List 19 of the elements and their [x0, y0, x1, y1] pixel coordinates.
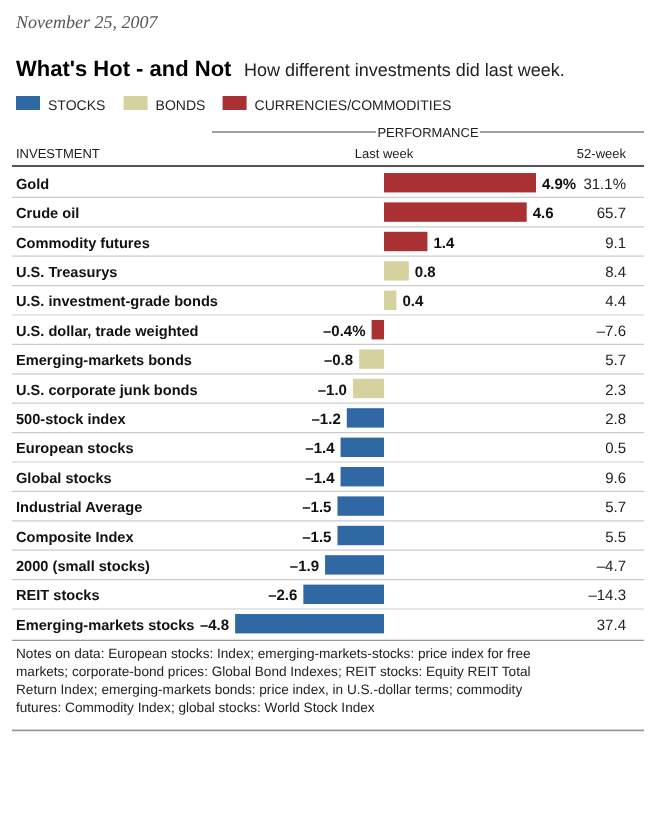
bar [235, 614, 384, 634]
chart-title: What's Hot - and Not [16, 58, 233, 82]
bar [371, 320, 384, 340]
bar [352, 378, 384, 399]
bar [337, 496, 384, 516]
bar [384, 231, 428, 252]
bar [340, 437, 384, 457]
bar [384, 261, 409, 281]
bar [384, 202, 527, 222]
bar [303, 584, 384, 604]
text: November 25, 2007 [14, 12, 159, 32]
chart-subtitle: How different investments did last week. [244, 60, 565, 80]
bar [337, 525, 384, 546]
bar [340, 467, 384, 487]
bar [384, 173, 536, 193]
bar [325, 555, 384, 575]
bar [346, 408, 384, 428]
bar [384, 290, 397, 310]
bar [359, 349, 384, 369]
